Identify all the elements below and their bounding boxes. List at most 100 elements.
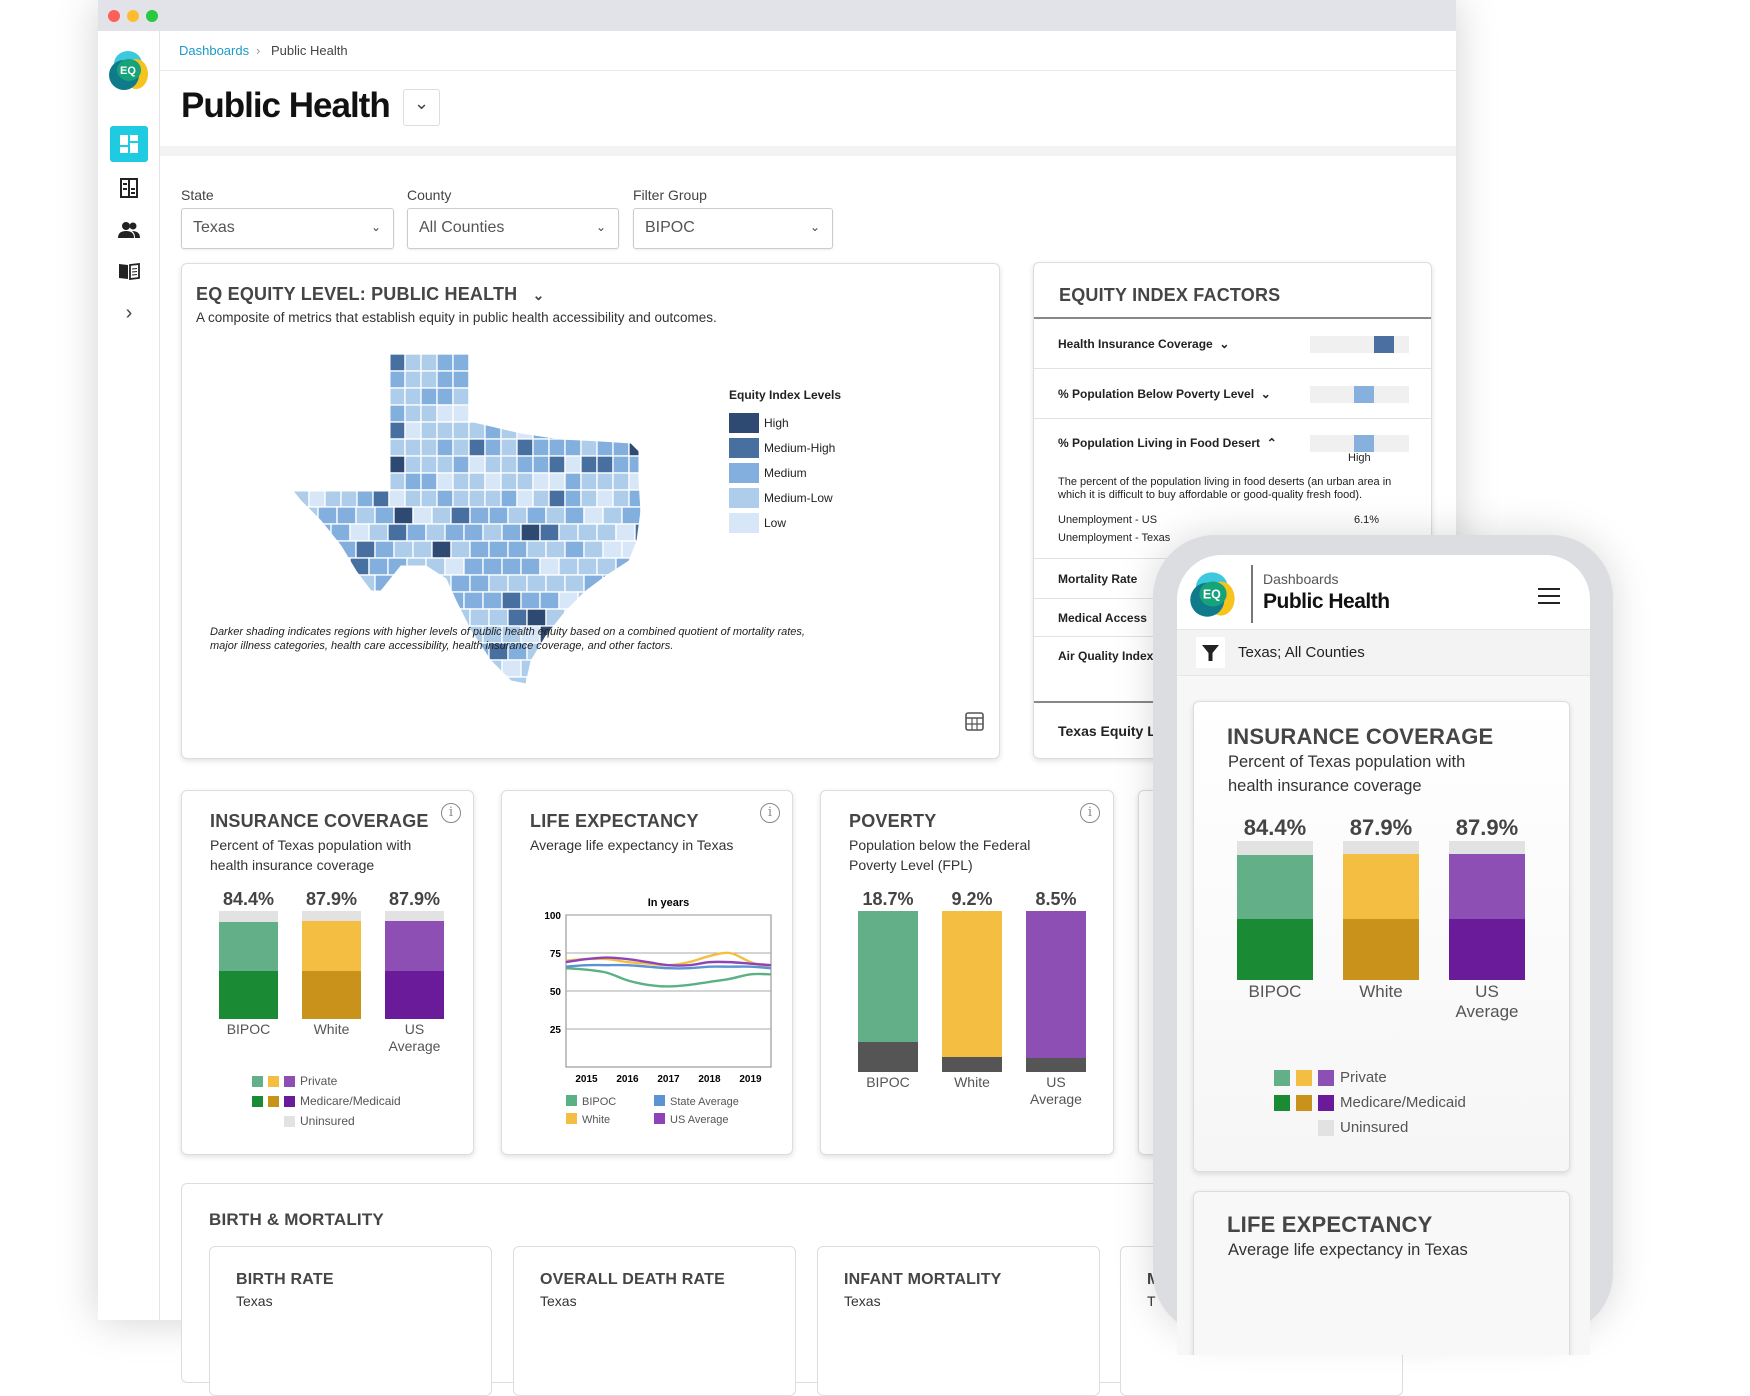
county[interactable] [356, 421, 374, 440]
county[interactable] [404, 489, 422, 508]
county[interactable] [558, 591, 579, 610]
county[interactable] [628, 404, 643, 423]
county[interactable] [501, 557, 522, 576]
county[interactable] [393, 676, 414, 686]
county[interactable] [317, 676, 338, 686]
county[interactable] [532, 455, 550, 474]
county[interactable] [484, 421, 502, 440]
county[interactable] [450, 574, 471, 593]
county[interactable] [356, 489, 374, 508]
county[interactable] [507, 676, 528, 686]
county[interactable] [317, 540, 338, 559]
county[interactable] [612, 370, 630, 389]
county[interactable] [580, 472, 598, 491]
county[interactable] [311, 557, 332, 576]
breadcrumb-dashboards-link[interactable]: Dashboards [179, 43, 250, 58]
county[interactable] [468, 455, 486, 474]
county[interactable] [580, 421, 598, 440]
county[interactable] [545, 574, 566, 593]
county[interactable] [501, 523, 522, 542]
county[interactable] [488, 676, 509, 686]
county[interactable] [596, 370, 614, 389]
county[interactable] [526, 506, 547, 525]
title-dropdown-button[interactable]: ⌄ [403, 89, 440, 126]
county[interactable] [500, 472, 518, 491]
mobile-filter-bar[interactable]: Texas; All Counties [1177, 630, 1590, 676]
county[interactable] [372, 404, 390, 423]
county[interactable] [374, 506, 395, 525]
county[interactable] [406, 659, 427, 678]
eq-logo[interactable]: EQ [108, 48, 150, 92]
county[interactable] [628, 455, 643, 474]
county[interactable] [634, 591, 643, 610]
county[interactable] [545, 506, 566, 525]
county[interactable] [317, 574, 338, 593]
county[interactable] [420, 387, 438, 406]
filter-button[interactable] [1196, 637, 1225, 668]
maximize-window-button[interactable] [146, 10, 158, 22]
county[interactable] [612, 472, 630, 491]
county[interactable] [526, 574, 547, 593]
county[interactable] [372, 370, 390, 389]
county[interactable] [372, 489, 390, 508]
county[interactable] [577, 591, 598, 610]
county[interactable] [469, 608, 490, 627]
county[interactable] [311, 591, 332, 610]
county[interactable] [628, 370, 643, 389]
county[interactable] [336, 608, 357, 627]
county[interactable] [484, 455, 502, 474]
county[interactable] [468, 404, 486, 423]
county[interactable] [548, 455, 566, 474]
county[interactable] [482, 557, 503, 576]
county[interactable] [293, 591, 313, 610]
county[interactable] [340, 404, 358, 423]
county[interactable] [564, 506, 585, 525]
county[interactable] [621, 676, 641, 686]
county[interactable] [293, 354, 310, 372]
county[interactable] [324, 438, 342, 457]
county[interactable] [431, 540, 452, 559]
county[interactable] [308, 472, 326, 491]
factor-row-poverty[interactable]: % Population Below Poverty Level ⌄ [1034, 369, 1431, 419]
filter-group-select[interactable]: BIPOC ⌄ [633, 208, 833, 249]
county[interactable] [349, 659, 370, 678]
hamburger-menu-icon[interactable] [1538, 588, 1560, 604]
county[interactable] [368, 557, 389, 576]
county[interactable] [412, 574, 433, 593]
county[interactable] [615, 523, 636, 542]
county[interactable] [526, 676, 547, 686]
county[interactable] [356, 438, 374, 457]
county[interactable] [532, 387, 550, 406]
county[interactable] [450, 540, 471, 559]
county[interactable] [580, 370, 598, 389]
county[interactable] [468, 387, 486, 406]
county[interactable] [488, 574, 509, 593]
county[interactable] [308, 354, 326, 372]
county[interactable] [596, 404, 614, 423]
county[interactable] [602, 540, 623, 559]
factor-row-food-desert[interactable]: % Population Living in Food Desert ⌃ Hig… [1034, 419, 1431, 559]
county[interactable] [548, 354, 566, 372]
county[interactable] [388, 438, 406, 457]
county[interactable] [444, 591, 465, 610]
county[interactable] [340, 421, 358, 440]
county[interactable] [564, 608, 585, 627]
county[interactable] [532, 438, 550, 457]
county[interactable] [602, 608, 623, 627]
county[interactable] [484, 370, 502, 389]
county[interactable] [444, 557, 465, 576]
county[interactable] [308, 421, 326, 440]
county[interactable] [500, 438, 518, 457]
county[interactable] [298, 540, 319, 559]
county[interactable] [532, 370, 550, 389]
county[interactable] [564, 472, 582, 491]
county[interactable] [330, 557, 351, 576]
county[interactable] [463, 659, 484, 678]
county[interactable] [374, 540, 395, 559]
county[interactable] [452, 438, 470, 457]
county[interactable] [612, 404, 630, 423]
county[interactable] [324, 489, 342, 508]
county[interactable] [444, 659, 465, 678]
county[interactable] [532, 472, 550, 491]
county[interactable] [420, 370, 438, 389]
